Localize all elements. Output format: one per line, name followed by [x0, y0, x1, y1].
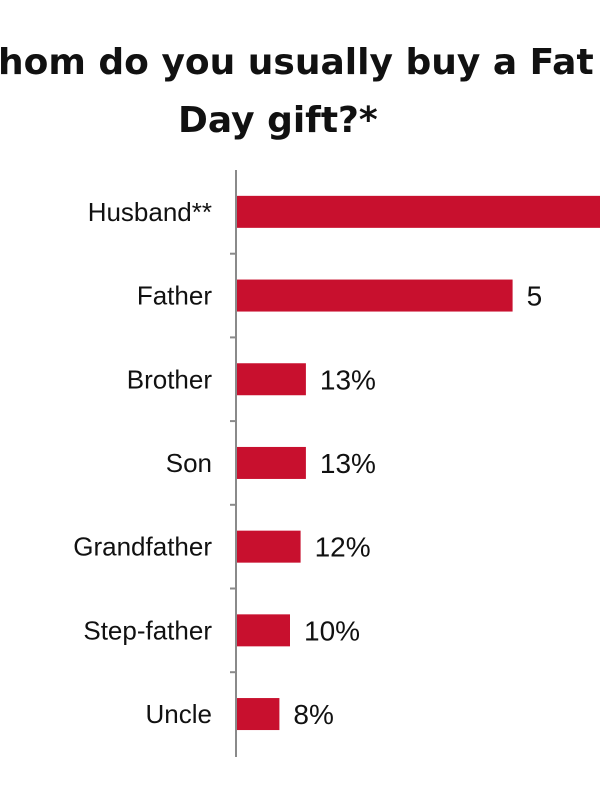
- chart-title-line-2: Day gift?*: [178, 100, 378, 141]
- category-label: Uncle: [146, 699, 212, 729]
- data-label: 13%: [320, 448, 376, 479]
- category-label: Step-father: [83, 615, 212, 645]
- data-label: 10%: [304, 615, 360, 646]
- bar: [237, 698, 280, 731]
- category-label: Brother: [127, 364, 213, 394]
- data-label: 5: [527, 281, 543, 312]
- bar: [237, 195, 600, 228]
- bar: [237, 614, 290, 647]
- chart-title: hom do you usually buy a Fat Day gift?*: [0, 34, 600, 150]
- category-label: Father: [137, 281, 212, 311]
- chart-title-line-1: hom do you usually buy a Fat: [0, 42, 594, 83]
- bar: [237, 446, 306, 479]
- data-label: 13%: [320, 364, 376, 395]
- bar: [237, 279, 513, 312]
- category-label: Son: [166, 448, 212, 478]
- category-label: Husband**: [88, 197, 212, 227]
- bar: [237, 530, 301, 563]
- data-label: 8%: [293, 699, 333, 730]
- data-label: 12%: [315, 532, 371, 563]
- category-label: Grandfather: [73, 532, 212, 562]
- bar: [237, 363, 306, 396]
